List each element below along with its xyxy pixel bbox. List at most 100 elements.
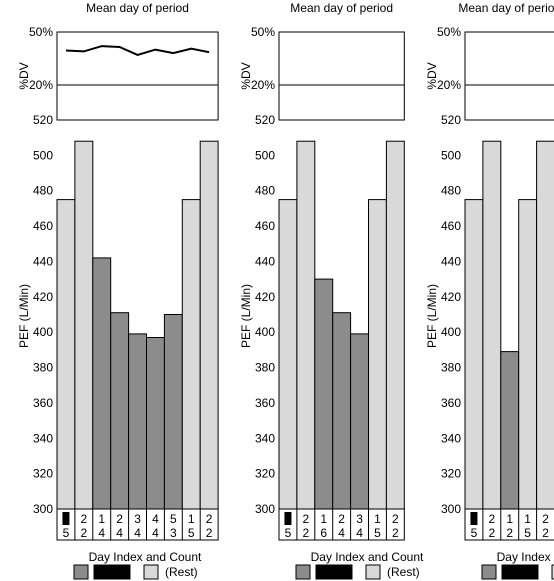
pef-tick-label: 300 [255, 502, 275, 516]
legend-swatch-rest [551, 564, 554, 580]
pef-tick-label: 500 [33, 148, 53, 162]
pef-tick-label: 440 [33, 254, 53, 268]
pef-tick-label: 460 [33, 219, 53, 233]
xlabel-count: 5 [471, 526, 478, 540]
pef-tick-label: 340 [255, 431, 275, 445]
legend-swatch-black [501, 564, 539, 580]
xlabel-count: 2 [392, 526, 399, 540]
pef-tick-label: 300 [441, 502, 461, 516]
dv-tick-label: 20% [29, 78, 53, 92]
xlabel-index: 2 [392, 512, 399, 526]
pef-tick-label: 440 [441, 254, 461, 268]
legend-swatch-black [93, 564, 131, 580]
bar [74, 140, 94, 510]
legend-swatch-marked [73, 564, 89, 580]
pef-axis-label: PEF (L/Min) [239, 284, 253, 348]
pef-tick-label: 520 [441, 113, 461, 127]
xlabel-count: 5 [285, 526, 292, 540]
xlabel-count: 2 [303, 526, 310, 540]
pef-tick-label: 400 [441, 325, 461, 339]
legend-swatch-black [315, 564, 353, 580]
xlabel-index: 2 [542, 512, 549, 526]
xlabel-index: 2 [489, 512, 496, 526]
bar [199, 140, 219, 510]
legend-swatch-marked [295, 564, 311, 580]
xlabel-count: 3 [170, 526, 177, 540]
xlabel-index: 4 [152, 512, 159, 526]
xlabel-frame [278, 508, 405, 541]
pef-tick-label: 340 [33, 431, 53, 445]
xlabel-count: 4 [356, 526, 363, 540]
legend-label-rest: (Rest) [387, 565, 420, 579]
bar [296, 140, 316, 510]
xlabel-count: 5 [374, 526, 381, 540]
marker-black-block [284, 512, 292, 525]
pef-tick-label: 380 [441, 361, 461, 375]
pef-tick-label: 340 [441, 431, 461, 445]
chart-title: Mean day of period [290, 1, 393, 15]
xlabel-count: 4 [152, 526, 159, 540]
bar [464, 199, 484, 510]
xlabel-count: 4 [338, 526, 345, 540]
xlabel-index: 2 [81, 512, 88, 526]
pef-tick-label: 380 [33, 361, 53, 375]
dv-axis-label: %DV [239, 62, 253, 89]
bar [518, 199, 538, 510]
pef-tick-label: 380 [255, 361, 275, 375]
xlabel-index: 1 [98, 512, 105, 526]
dv-axis-label: %DV [17, 62, 31, 89]
xlabel-index: 1 [506, 512, 513, 526]
xlabel-frame [464, 508, 554, 541]
legend-swatch-marked [481, 564, 497, 580]
xlabel-index: 3 [356, 512, 363, 526]
x-axis-title: Day Index and Count [311, 550, 424, 564]
pef-axis-label: PEF (L/Min) [425, 284, 439, 348]
bar [500, 351, 520, 510]
dv-tick-label: 50% [29, 25, 53, 39]
xlabel-count: 2 [206, 526, 213, 540]
bar [110, 312, 130, 510]
legend-swatch-rest [143, 564, 159, 580]
pef-tick-label: 420 [33, 290, 53, 304]
pef-tick-label: 520 [33, 113, 53, 127]
bar [314, 278, 334, 510]
xlabel-index: 1 [524, 512, 531, 526]
bar [181, 199, 201, 510]
x-axis-title: Day Index and Count [89, 550, 202, 564]
xlabel-count: 5 [63, 526, 70, 540]
bar [332, 312, 352, 510]
pef-tick-label: 320 [33, 467, 53, 481]
dv-tick-label: 20% [437, 78, 461, 92]
pef-tick-label: 300 [33, 502, 53, 516]
bar [128, 333, 148, 510]
pef-tick-label: 320 [255, 467, 275, 481]
pef-tick-label: 400 [33, 325, 53, 339]
pef-tick-label: 480 [255, 184, 275, 198]
xlabel-count: 2 [489, 526, 496, 540]
pef-tick-label: 360 [255, 396, 275, 410]
chart-title: Mean day of period [86, 1, 189, 15]
bar [163, 314, 183, 510]
dv-panel-frame [278, 31, 405, 121]
bar [482, 140, 502, 510]
pef-tick-label: 320 [441, 467, 461, 481]
pef-tick-label: 460 [441, 219, 461, 233]
pef-tick-label: 500 [441, 148, 461, 162]
xlabel-index: 1 [188, 512, 195, 526]
pef-tick-label: 360 [441, 396, 461, 410]
bar [92, 257, 112, 510]
xlabel-count: 2 [506, 526, 513, 540]
xlabel-index: 1 [374, 512, 381, 526]
dv-series-line [65, 45, 210, 56]
pef-tick-label: 420 [255, 290, 275, 304]
marker-black-block [62, 512, 70, 525]
xlabel-count: 5 [524, 526, 531, 540]
pef-tick-label: 480 [33, 184, 53, 198]
bar [368, 199, 387, 510]
legend-label-rest: (Rest) [165, 565, 198, 579]
dv-axis-label: %DV [425, 62, 439, 89]
dv-panel-frame [56, 31, 219, 121]
bar [278, 199, 298, 510]
xlabel-index: 5 [170, 512, 177, 526]
